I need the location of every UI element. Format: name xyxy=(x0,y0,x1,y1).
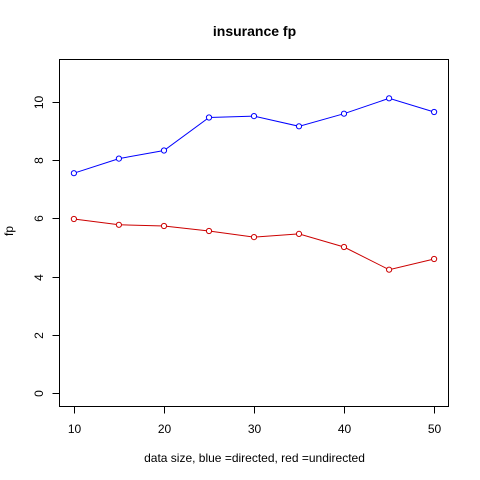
data-point xyxy=(70,215,78,223)
y-tick-label: 10 xyxy=(32,96,46,110)
data-point xyxy=(386,266,393,273)
data-point xyxy=(250,234,258,241)
data-point xyxy=(295,123,303,130)
y-tick-label: 6 xyxy=(32,215,46,222)
y-axis: 0 2 4 6 8 10 xyxy=(32,96,60,397)
data-point xyxy=(386,95,393,102)
x-tick-label: 50 xyxy=(428,422,442,436)
y-tick-label: 0 xyxy=(32,390,46,397)
data-point xyxy=(205,114,213,121)
data-point xyxy=(205,227,213,235)
data-point xyxy=(70,170,78,177)
chart-title: insurance fp xyxy=(213,23,296,39)
data-point xyxy=(340,110,348,117)
data-point xyxy=(115,221,123,228)
data-point xyxy=(115,155,123,162)
y-tick-label: 4 xyxy=(32,274,46,281)
x-axis-label: data size, blue =directed, red =undirect… xyxy=(144,451,365,465)
data-point xyxy=(160,147,168,154)
series-layer xyxy=(70,95,438,273)
data-point xyxy=(431,255,438,263)
series-0 xyxy=(70,95,438,177)
data-point xyxy=(340,243,348,251)
x-tick-label: 10 xyxy=(68,422,82,436)
y-axis-label: fp xyxy=(2,226,16,236)
data-point xyxy=(431,108,438,116)
data-point xyxy=(295,230,303,237)
x-axis: 10 20 30 40 50 xyxy=(68,406,442,436)
series-1 xyxy=(70,215,438,273)
data-point xyxy=(250,113,258,120)
x-tick-label: 20 xyxy=(158,422,172,436)
x-tick-label: 40 xyxy=(338,422,352,436)
x-tick-label: 30 xyxy=(248,422,262,436)
data-point xyxy=(160,222,168,230)
y-tick-label: 8 xyxy=(32,157,46,164)
y-tick-label: 2 xyxy=(32,332,46,339)
